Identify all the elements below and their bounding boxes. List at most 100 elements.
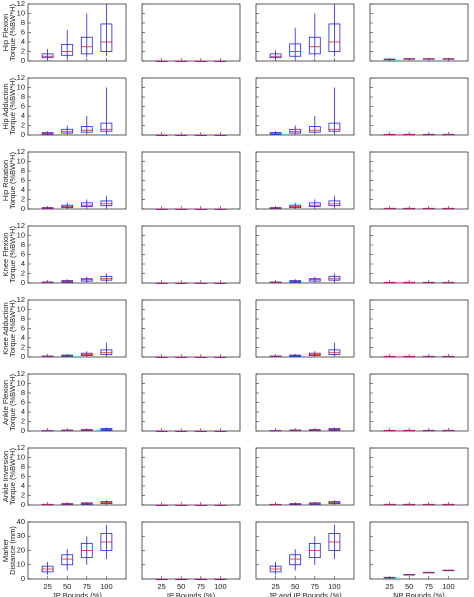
panel-frame [27, 3, 127, 62]
x-tick-label: 75 [197, 582, 205, 591]
y-tick-label: 2 [21, 416, 25, 425]
y-tick-label: 10 [17, 8, 25, 17]
y-tick-label: 10 [17, 304, 25, 313]
y-tick-label: 8 [21, 240, 25, 249]
y-tick-label: 4 [21, 333, 25, 342]
panel-frame [369, 299, 469, 358]
y-tick-label: 8 [21, 388, 25, 397]
y-tick-label: 8 [21, 314, 25, 323]
box [80, 202, 93, 208]
y-tick-label: 2 [21, 490, 25, 499]
panel-frame [141, 225, 241, 284]
panel-frame [141, 447, 241, 506]
x-axis-label: JP and IP Bounds (%) [268, 591, 342, 597]
panel-frame [255, 225, 355, 284]
box [100, 200, 113, 207]
box [41, 53, 54, 59]
box [100, 349, 113, 356]
x-tick-label: 50 [405, 582, 413, 591]
y-tick-label: 6 [21, 471, 25, 480]
box [289, 43, 302, 57]
panel-frame [27, 225, 127, 284]
y-tick-label: 4 [21, 407, 25, 416]
y-tick-label: 6 [21, 27, 25, 36]
panel-frame [141, 299, 241, 358]
box [100, 23, 113, 52]
x-tick-label: 50 [177, 582, 185, 591]
x-axis-label: JP Bounds (%) [52, 591, 102, 597]
y-tick-label: 10 [17, 378, 25, 387]
y-tick-label: 8 [21, 92, 25, 101]
x-axis-label: NP Bounds (%) [393, 591, 445, 597]
y-tick-label: 12 [17, 443, 25, 452]
x-tick-label: 25 [157, 582, 165, 591]
y-tick-label: 10 [17, 560, 25, 569]
y-tick-label: 6 [21, 101, 25, 110]
y-tick-label: 10 [17, 452, 25, 461]
y-axis-label: Torque (%BW*H) [8, 3, 17, 61]
y-tick-label: 4 [21, 185, 25, 194]
panel-frame [141, 3, 241, 62]
x-tick-label: 25 [271, 582, 279, 591]
y-tick-label: 0 [21, 56, 25, 65]
y-tick-label: 4 [21, 37, 25, 46]
y-tick-label: 0 [21, 500, 25, 509]
y-tick-label: 40 [17, 517, 25, 526]
panel-frame [369, 151, 469, 210]
x-axis-label: IP Bounds (%) [167, 591, 216, 597]
y-axis-label: Distance (mm) [8, 526, 17, 575]
x-tick-label: 100 [214, 582, 227, 591]
box [61, 43, 74, 56]
y-axis-label: Marker [1, 538, 10, 562]
box [328, 349, 341, 356]
box [80, 36, 93, 55]
y-tick-label: 0 [21, 574, 25, 583]
box [328, 122, 341, 132]
panel-frame [27, 77, 127, 136]
y-axis-label: Ankle Flexion [1, 380, 10, 425]
x-tick-label: 75 [83, 582, 91, 591]
y-tick-label: 8 [21, 166, 25, 175]
panel-frame [27, 373, 127, 432]
y-tick-label: 6 [21, 323, 25, 332]
y-axis-label: Torque (%BW*H) [8, 225, 17, 283]
box [289, 128, 302, 134]
y-tick-label: 2 [21, 46, 25, 55]
panel-frame [255, 151, 355, 210]
y-tick-label: 8 [21, 18, 25, 27]
box [308, 202, 321, 208]
y-axis-label: Hip Adduction [1, 83, 10, 129]
box [80, 126, 93, 133]
box [269, 53, 282, 59]
y-axis-label: Torque (%BW*H) [8, 151, 17, 209]
panel-frame [369, 3, 469, 62]
panel-frame [369, 77, 469, 136]
box [100, 275, 113, 281]
y-axis-label: Knee Flexion [1, 233, 10, 277]
y-axis-label: Torque (%BW*H) [8, 447, 17, 505]
panel-frame [27, 447, 127, 506]
panel-frame [141, 77, 241, 136]
panel-frame [27, 299, 127, 358]
y-tick-label: 12 [17, 221, 25, 230]
y-tick-label: 0 [21, 278, 25, 287]
y-tick-label: 2 [21, 268, 25, 277]
y-axis-label: Knee Adduction [1, 302, 10, 355]
box [61, 554, 74, 566]
box [308, 126, 321, 133]
panel-frame [255, 373, 355, 432]
box [289, 554, 302, 566]
y-tick-label: 8 [21, 462, 25, 471]
y-tick-label: 12 [17, 295, 25, 304]
y-tick-label: 2 [21, 120, 25, 129]
y-tick-label: 12 [17, 147, 25, 156]
x-tick-label: 25 [43, 582, 51, 591]
y-tick-label: 10 [17, 230, 25, 239]
y-tick-label: 2 [21, 194, 25, 203]
y-tick-label: 4 [21, 481, 25, 490]
x-tick-label: 100 [100, 582, 113, 591]
panel-frame [369, 225, 469, 284]
box [308, 36, 321, 55]
y-tick-label: 20 [17, 545, 25, 554]
